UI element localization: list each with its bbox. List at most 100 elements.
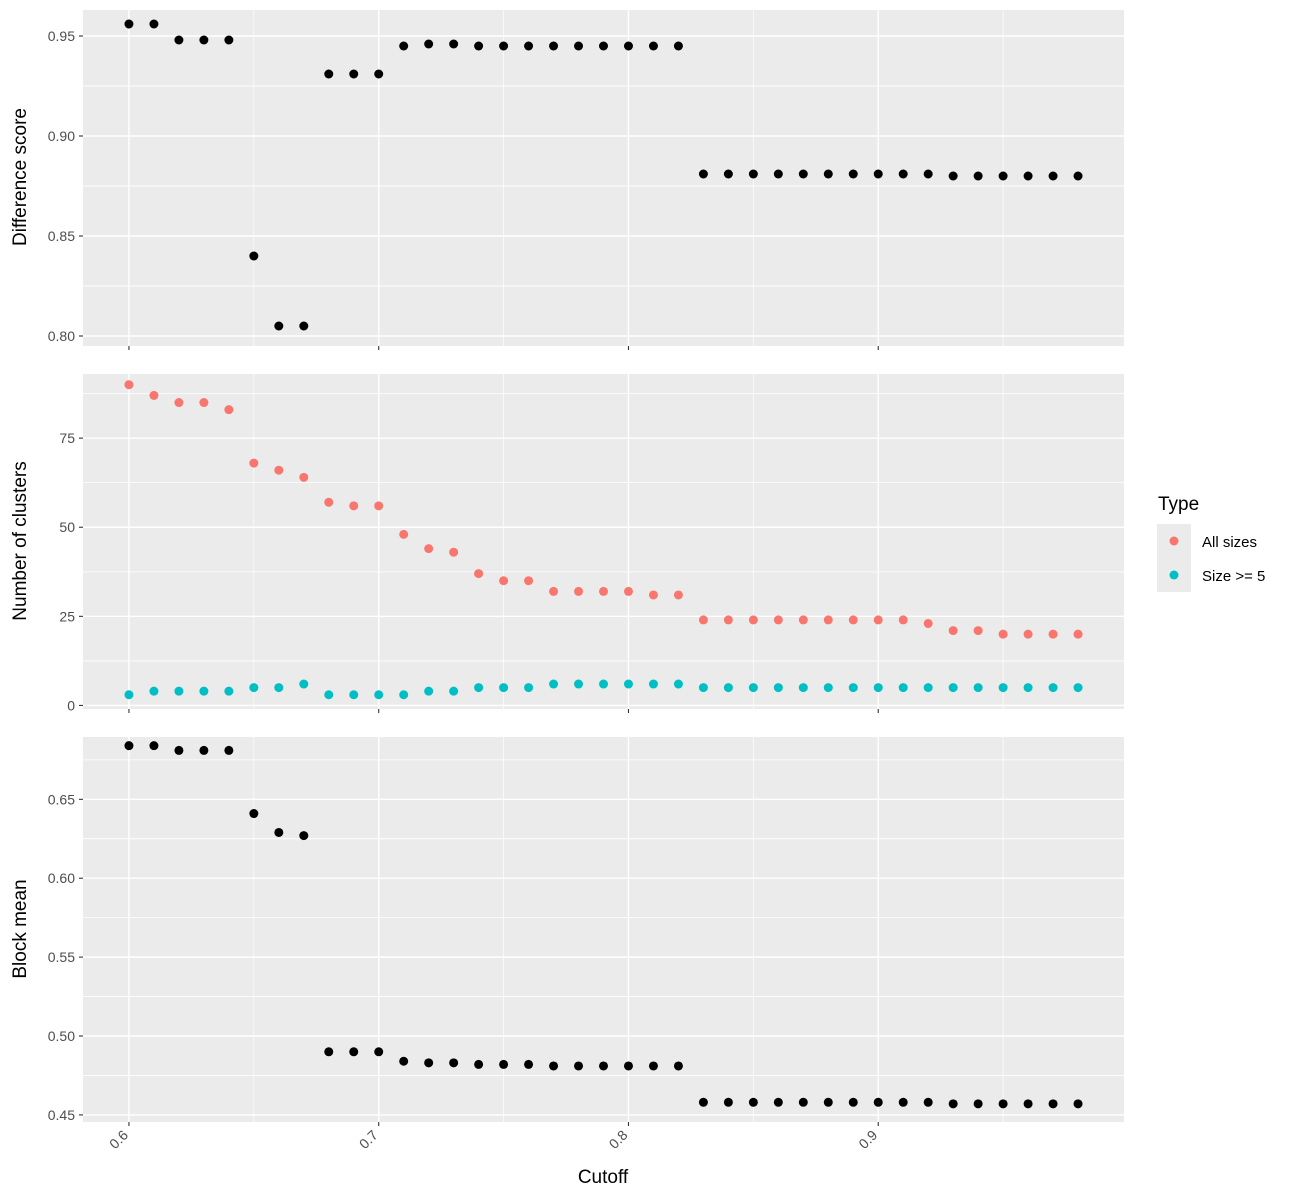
data-point bbox=[948, 1099, 958, 1109]
data-point bbox=[574, 41, 584, 51]
x-axis-title: Cutoff bbox=[578, 1167, 629, 1188]
data-point bbox=[1073, 171, 1083, 181]
data-point bbox=[723, 169, 733, 179]
data-point-all-sizes bbox=[623, 586, 633, 596]
data-point-all-sizes bbox=[673, 590, 683, 600]
data-point-all-sizes bbox=[698, 615, 708, 625]
data-point-all-sizes bbox=[973, 626, 983, 636]
data-point bbox=[524, 1059, 534, 1069]
data-point-size-5 bbox=[748, 683, 758, 693]
data-point bbox=[474, 41, 484, 51]
data-point-size-5 bbox=[549, 679, 559, 689]
data-point-all-sizes bbox=[199, 398, 209, 408]
data-point-size-5 bbox=[1048, 683, 1058, 693]
data-point bbox=[998, 171, 1008, 181]
panel-2: 0 25 50 75 Number of clusters bbox=[10, 374, 1124, 713]
panel-1: 0.80 0.85 0.90 0.95 Difference score bbox=[10, 10, 1124, 350]
y-tick-label: 0.80 bbox=[48, 328, 75, 344]
data-point-size-5 bbox=[898, 683, 908, 693]
data-point-all-sizes bbox=[773, 615, 783, 625]
data-point-all-sizes bbox=[349, 501, 359, 511]
data-point bbox=[124, 19, 134, 29]
data-point-size-5 bbox=[1023, 683, 1033, 693]
data-point-all-sizes bbox=[224, 405, 234, 415]
data-point-all-sizes bbox=[549, 586, 559, 596]
data-point-size-5 bbox=[324, 690, 334, 700]
data-point-all-sizes bbox=[848, 615, 858, 625]
data-point-size-5 bbox=[274, 683, 284, 693]
data-point-all-sizes bbox=[723, 615, 733, 625]
data-point-size-5 bbox=[723, 683, 733, 693]
data-point bbox=[524, 41, 534, 51]
data-point-all-sizes bbox=[149, 390, 159, 400]
data-point bbox=[349, 69, 359, 79]
y-tick-label: 0.55 bbox=[48, 949, 75, 965]
data-point bbox=[224, 35, 234, 45]
data-point bbox=[599, 41, 608, 51]
y-axis-title: Difference score bbox=[10, 108, 31, 246]
data-point bbox=[848, 169, 858, 179]
data-point-all-sizes bbox=[374, 501, 384, 511]
data-point bbox=[499, 41, 509, 51]
y-tick-label: 50 bbox=[59, 519, 75, 535]
data-point bbox=[199, 745, 209, 755]
data-point-all-sizes bbox=[449, 547, 459, 557]
data-point bbox=[474, 1059, 484, 1069]
data-point-all-sizes bbox=[299, 472, 309, 482]
y-tick-label: 0.90 bbox=[48, 128, 75, 144]
data-point-all-sizes bbox=[648, 590, 658, 600]
data-point-all-sizes bbox=[274, 465, 284, 475]
data-point-size-5 bbox=[623, 679, 633, 689]
data-point bbox=[574, 1061, 584, 1071]
data-point-all-sizes bbox=[124, 380, 134, 390]
data-point bbox=[299, 321, 309, 331]
data-point bbox=[374, 69, 384, 79]
data-point-size-5 bbox=[599, 679, 608, 689]
data-point bbox=[174, 745, 184, 755]
data-point bbox=[823, 1097, 833, 1107]
data-point-size-5 bbox=[1073, 683, 1083, 693]
data-point bbox=[673, 1061, 683, 1071]
data-point-size-5 bbox=[648, 679, 658, 689]
y-tick-label: 0.60 bbox=[48, 870, 75, 886]
data-point-all-sizes bbox=[574, 586, 584, 596]
data-point-size-5 bbox=[474, 683, 484, 693]
data-point-all-sizes bbox=[998, 629, 1008, 639]
data-point-size-5 bbox=[149, 686, 159, 696]
panel-background bbox=[83, 737, 1124, 1122]
data-point-all-sizes bbox=[1073, 629, 1083, 639]
data-point bbox=[698, 1097, 708, 1107]
data-point bbox=[549, 41, 559, 51]
data-point bbox=[1073, 1099, 1083, 1109]
data-point bbox=[873, 1097, 883, 1107]
data-point-size-5 bbox=[673, 679, 683, 689]
data-point bbox=[648, 41, 658, 51]
data-point-size-5 bbox=[299, 679, 309, 689]
data-point bbox=[324, 1047, 334, 1057]
data-point-size-5 bbox=[798, 683, 808, 693]
data-point bbox=[723, 1097, 733, 1107]
data-point bbox=[249, 251, 259, 261]
data-point bbox=[449, 39, 459, 49]
data-point bbox=[299, 831, 309, 841]
data-point bbox=[424, 1058, 434, 1068]
data-point bbox=[798, 1097, 808, 1107]
data-point-size-5 bbox=[424, 686, 434, 696]
data-point bbox=[848, 1097, 858, 1107]
data-point bbox=[623, 1061, 633, 1071]
data-point bbox=[748, 169, 758, 179]
y-axis-title: Block mean bbox=[10, 879, 31, 978]
data-point-all-sizes bbox=[1048, 629, 1058, 639]
data-point-size-5 bbox=[349, 690, 359, 700]
data-point-all-sizes bbox=[748, 615, 758, 625]
data-point bbox=[149, 741, 159, 751]
data-point-size-5 bbox=[773, 683, 783, 693]
data-point bbox=[599, 1061, 608, 1071]
data-point bbox=[773, 1097, 783, 1107]
data-point bbox=[1048, 1099, 1058, 1109]
data-point-all-sizes bbox=[823, 615, 833, 625]
data-point-all-sizes bbox=[898, 615, 908, 625]
data-point bbox=[698, 169, 708, 179]
data-point-size-5 bbox=[224, 686, 234, 696]
data-point bbox=[399, 41, 409, 51]
